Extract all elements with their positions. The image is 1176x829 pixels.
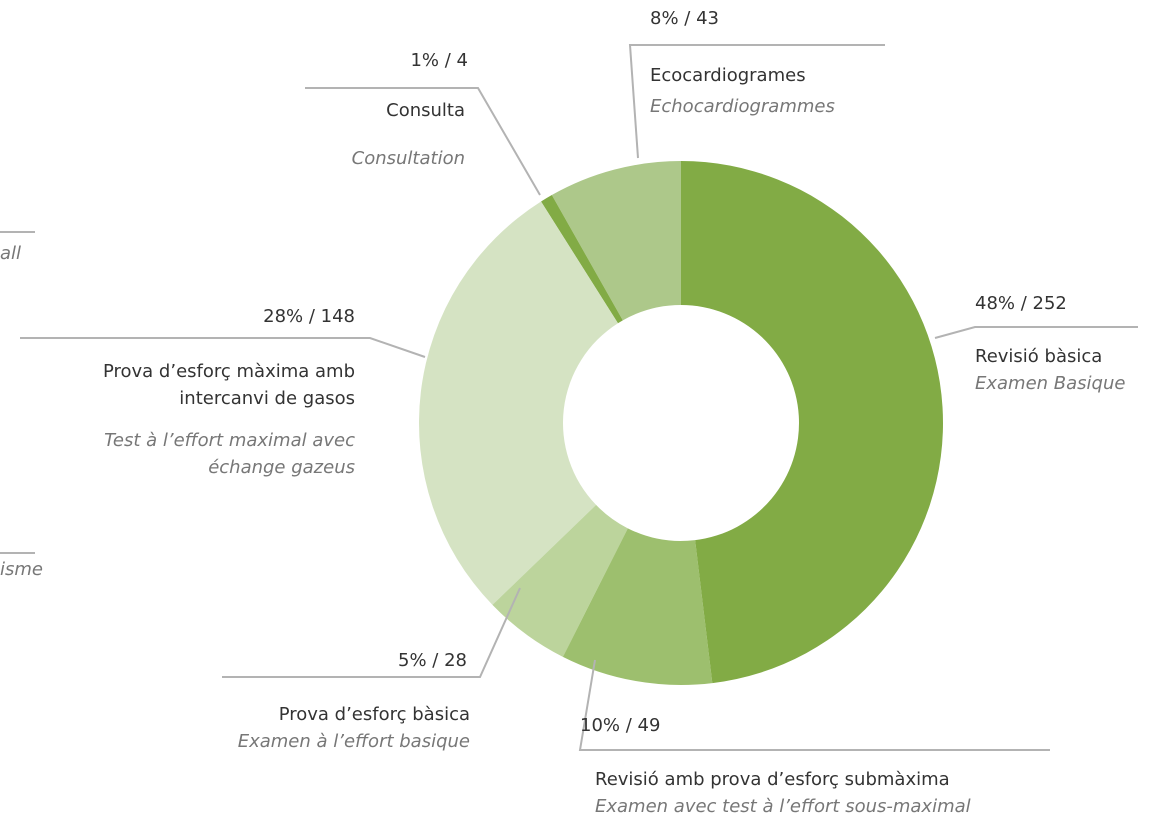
data-label: 48% / 252	[975, 293, 1067, 314]
donut-slice	[492, 504, 628, 657]
clipped-label: all	[0, 243, 22, 264]
data-label: 10% / 49	[580, 715, 661, 736]
category-label: Consulta	[386, 100, 465, 121]
leader-lines	[0, 44, 1138, 751]
leader-line	[222, 587, 521, 678]
leader-line	[934, 326, 1138, 339]
leader-line	[20, 337, 426, 358]
leader-line	[305, 87, 541, 196]
category-label-fr: Examen à l’effort basique	[237, 731, 470, 752]
data-label: 5% / 28	[398, 650, 467, 671]
data-label: 8% / 43	[650, 8, 719, 29]
donut-slice	[541, 195, 623, 324]
donut-slice	[562, 528, 713, 685]
donut-slice	[681, 161, 943, 684]
clipped-label: isme	[0, 559, 43, 580]
category-label-fr: Examen avec test à l’effort sous-maximal	[595, 796, 971, 817]
data-label: 28% / 148	[263, 306, 355, 327]
category-label-fr: Echocardiogrammes	[650, 96, 835, 117]
category-label-fr: Examen Basique	[975, 373, 1126, 394]
category-label-fr: Test à l’effort maximal avec échange gaz…	[104, 430, 355, 478]
category-label-fr: Consultation	[351, 148, 465, 169]
donut-slice	[418, 201, 618, 605]
leader-line	[628, 44, 885, 159]
donut-slice	[551, 161, 681, 321]
category-label: Revisió amb prova d’esforç submàxima	[595, 769, 950, 790]
category-label: Ecocardiogrames	[650, 65, 806, 86]
category-label: Prova d’esforç bàsica	[278, 704, 470, 725]
leader-line	[578, 659, 1050, 751]
category-label: Revisió bàsica	[975, 346, 1103, 367]
category-label: Prova d’esforç màxima amb intercanvi de …	[102, 361, 355, 409]
data-label: 1% / 4	[410, 50, 468, 71]
